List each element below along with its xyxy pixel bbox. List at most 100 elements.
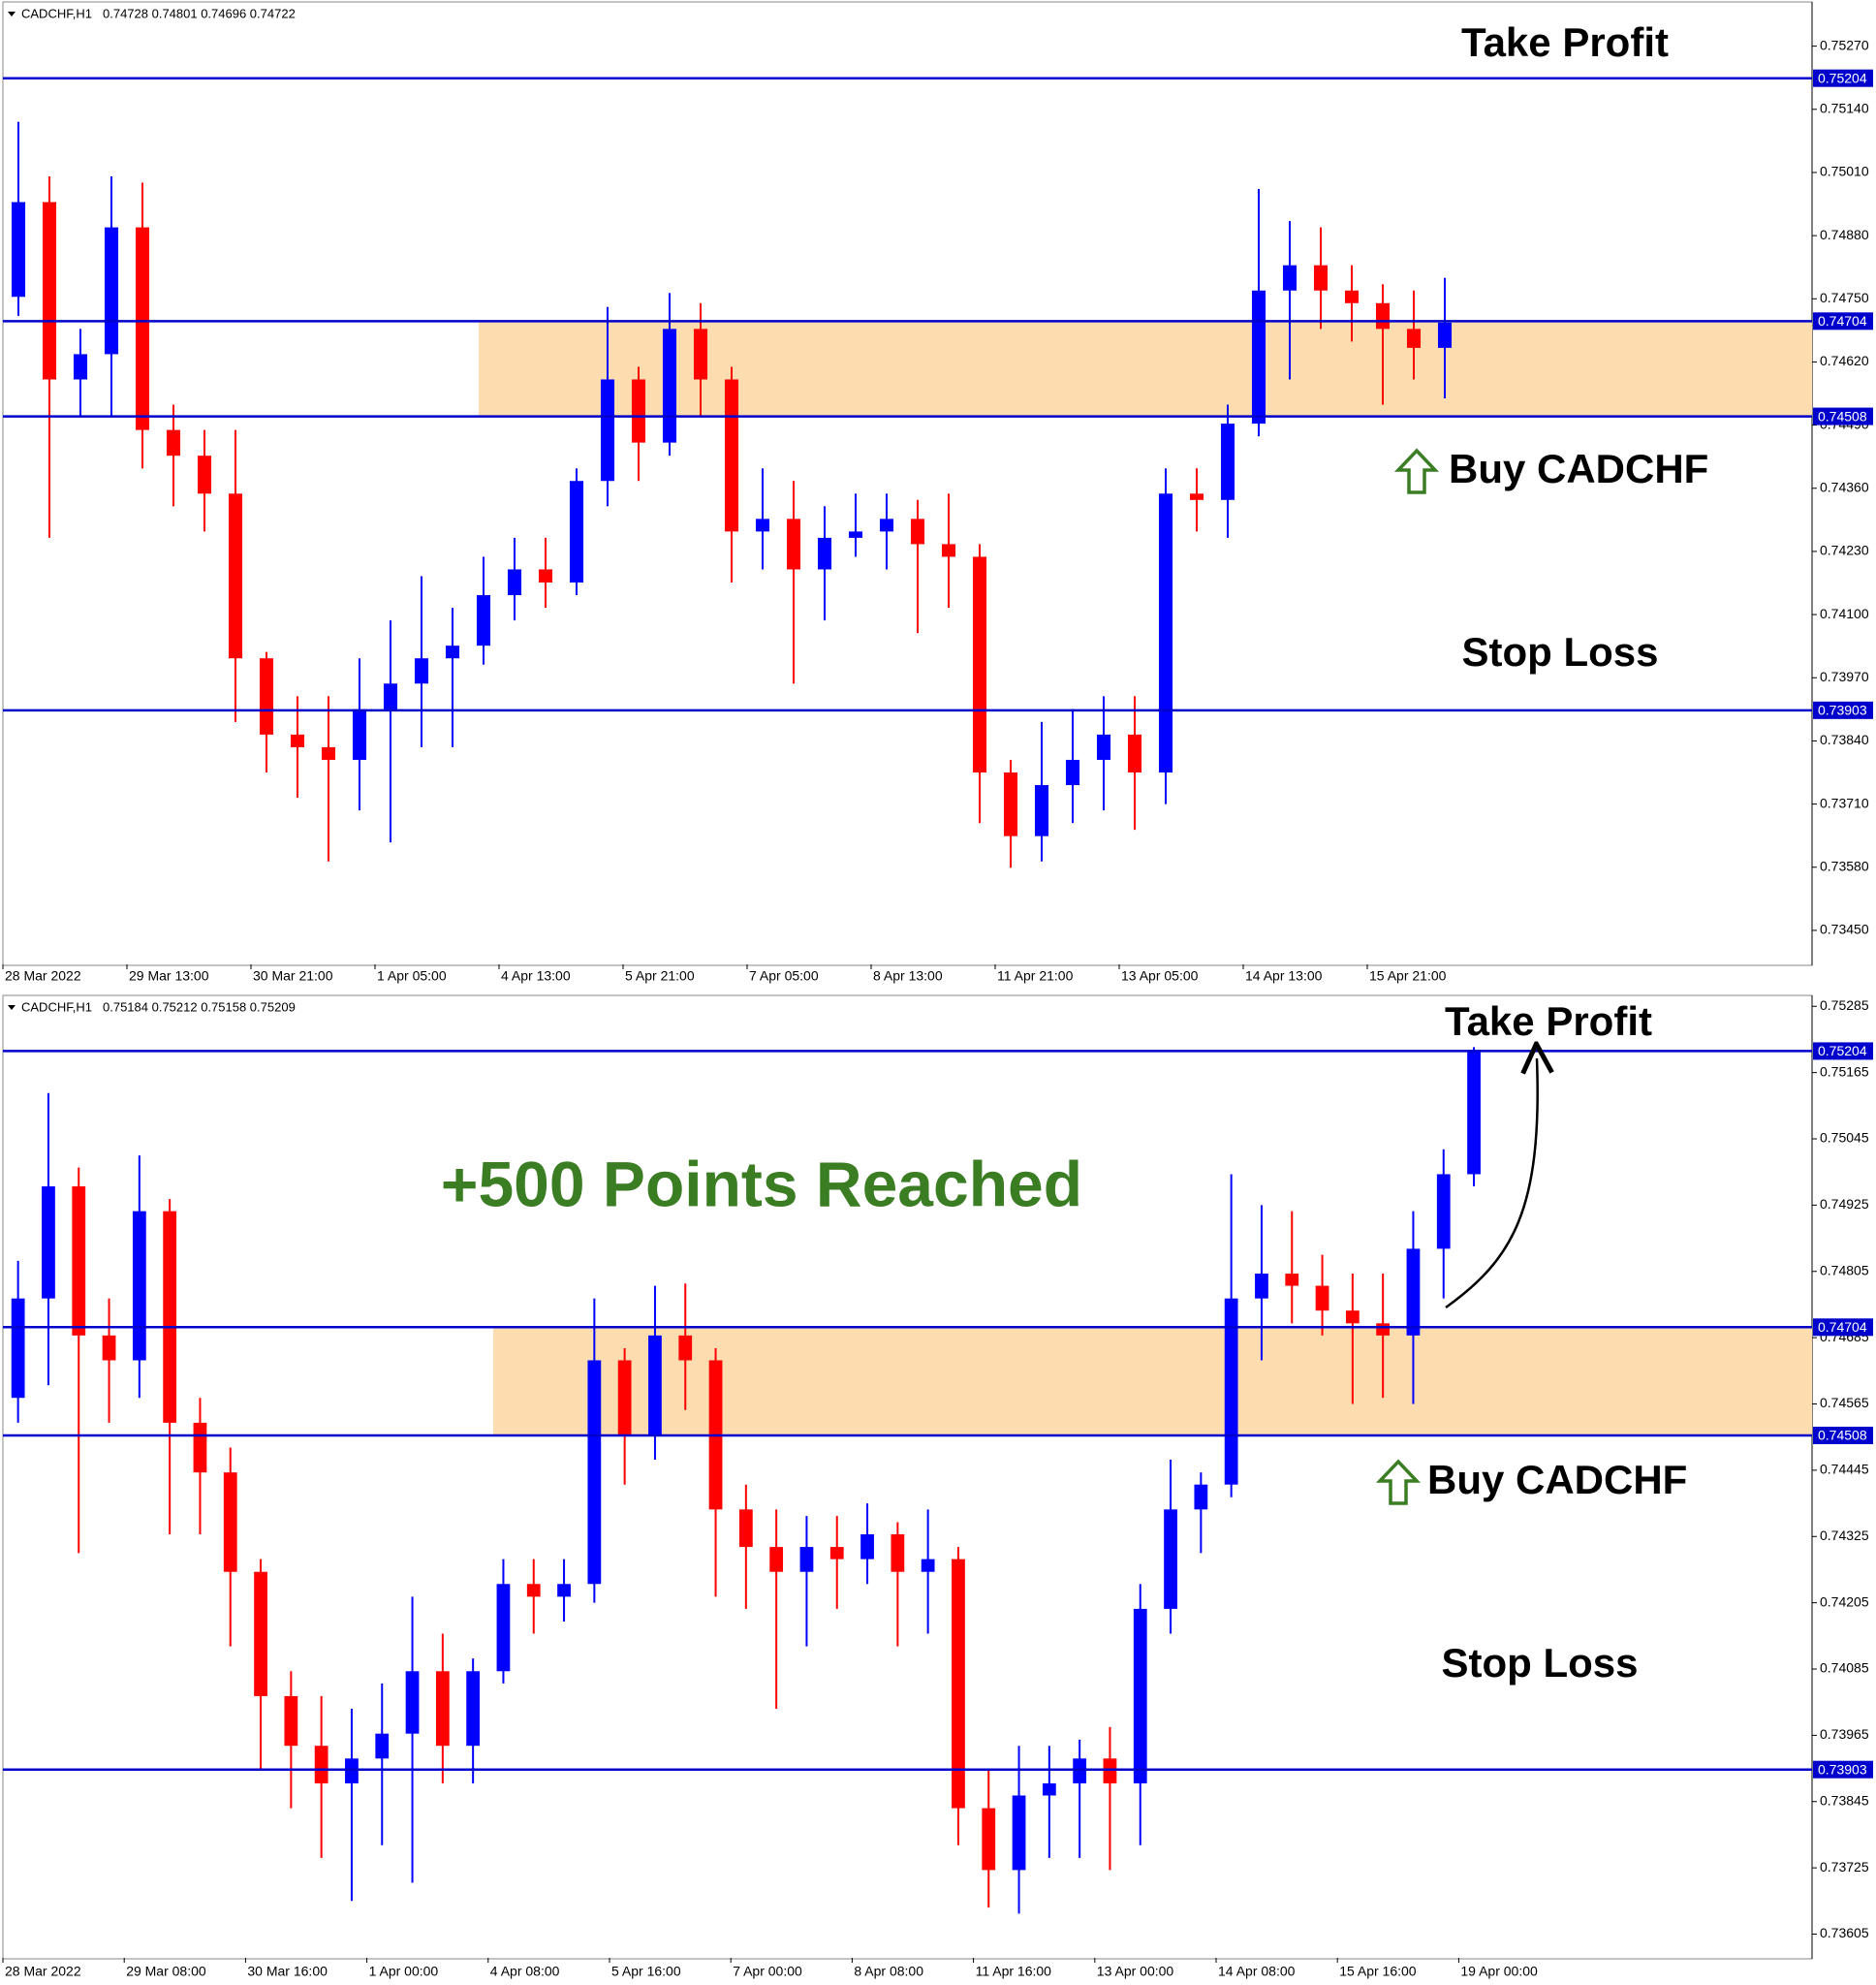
- candle-body: [1376, 1323, 1391, 1336]
- candle-body: [1467, 1050, 1481, 1175]
- candle-body: [1315, 1285, 1329, 1311]
- candle-body: [259, 658, 274, 735]
- y-tick-label: 0.73845: [1820, 1792, 1869, 1808]
- y-tick-label: 0.75285: [1820, 997, 1869, 1013]
- candle-body: [769, 1547, 784, 1572]
- x-tick-label: 30 Mar 21:00: [253, 968, 333, 984]
- menu-triangle: [8, 12, 16, 16]
- candle-body: [848, 531, 863, 538]
- candle-body: [1344, 290, 1360, 303]
- candle-body: [1251, 290, 1266, 425]
- x-tick-label: 5 Apr 21:00: [625, 968, 695, 984]
- candle-body: [952, 1559, 965, 1809]
- candle-body: [166, 429, 181, 457]
- y-tick-label: 0.74100: [1820, 606, 1869, 621]
- candle-body: [321, 746, 336, 760]
- candle-body: [445, 646, 460, 659]
- y-tick-label: 0.73450: [1820, 922, 1869, 937]
- candle-body: [1096, 734, 1111, 760]
- level-label: 0.75204: [1818, 70, 1867, 85]
- level-label-box: [1813, 407, 1873, 425]
- candle-body: [11, 1298, 25, 1399]
- level-label-box: [1813, 312, 1873, 331]
- candle-body: [526, 1584, 541, 1597]
- candle-body: [891, 1533, 905, 1572]
- level-label: 0.73903: [1818, 1761, 1867, 1777]
- candle-body: [1345, 1310, 1360, 1324]
- level-label: 0.75204: [1818, 1043, 1867, 1058]
- candle-body: [383, 683, 398, 709]
- candle-body: [1189, 493, 1204, 500]
- candle-body: [1042, 1782, 1056, 1796]
- y-tick-label: 0.74360: [1820, 479, 1869, 494]
- x-tick-label: 28 Mar 2022: [5, 1964, 81, 1979]
- candle-body: [197, 456, 212, 494]
- candle-body: [755, 519, 770, 532]
- quote: 0.74728 0.74801 0.74696 0.74722: [103, 6, 296, 20]
- quote: 0.75184 0.75212 0.75158 0.75209: [103, 999, 296, 1014]
- x-tick-label: 1 Apr 00:00: [369, 1964, 439, 1979]
- candle-body: [1034, 785, 1049, 836]
- symbol: CADCHF,H1: [21, 6, 92, 20]
- candle-body: [375, 1733, 390, 1759]
- candle-body: [1255, 1274, 1268, 1299]
- y-tick-label: 0.74445: [1820, 1462, 1869, 1477]
- candle-body: [1375, 302, 1391, 330]
- candle-body: [648, 1335, 662, 1435]
- candle-body: [435, 1671, 450, 1747]
- candle-body: [538, 569, 553, 583]
- candle-body: [982, 1808, 996, 1871]
- level-label-box: [1813, 1042, 1873, 1060]
- candle-body: [738, 1509, 753, 1548]
- x-tick-label: 5 Apr 16:00: [611, 1964, 681, 1979]
- x-tick-label: 7 Apr 05:00: [749, 968, 819, 984]
- y-tick-label: 0.75010: [1820, 164, 1869, 179]
- candle-body: [496, 1584, 511, 1672]
- candle-body: [617, 1360, 632, 1435]
- menu-triangle: [8, 1005, 16, 1010]
- candle-body: [314, 1746, 328, 1783]
- level-label-box: [1813, 1760, 1873, 1779]
- candle-body: [921, 1559, 935, 1572]
- candle-body: [693, 329, 708, 380]
- candle-body: [102, 1335, 116, 1361]
- x-tick-label: 28 Mar 2022: [5, 968, 81, 984]
- candle-body: [11, 202, 26, 298]
- candle-body: [254, 1571, 267, 1696]
- candle-body: [1164, 1509, 1177, 1609]
- candle-body: [724, 379, 739, 532]
- candle-body: [1103, 1758, 1117, 1783]
- candle-body: [135, 227, 150, 430]
- x-tick-label: 8 Apr 08:00: [854, 1964, 923, 1979]
- buy-arrow-icon: [1375, 1459, 1422, 1505]
- y-tick-label: 0.75045: [1820, 1130, 1869, 1146]
- x-tick-label: 14 Apr 08:00: [1218, 1964, 1296, 1979]
- x-tick-label: 14 Apr 13:00: [1245, 968, 1323, 984]
- y-tick-label: 0.74805: [1820, 1262, 1869, 1277]
- level-label: 0.74508: [1818, 408, 1867, 424]
- buy-arrow-icon: [1393, 448, 1440, 494]
- x-tick-label: 4 Apr 08:00: [490, 1964, 560, 1979]
- annotation: Stop Loss: [1441, 1640, 1638, 1686]
- candle-body: [1436, 1174, 1451, 1249]
- candle-body: [1285, 1274, 1299, 1286]
- y-tick-label: 0.73580: [1820, 858, 1869, 873]
- y-tick-label: 0.73840: [1820, 732, 1869, 747]
- x-tick-label: 29 Mar 13:00: [129, 968, 209, 984]
- y-tick-label: 0.74230: [1820, 543, 1869, 558]
- level-label: 0.73903: [1818, 703, 1867, 718]
- candle-body: [860, 1533, 874, 1560]
- candle-body: [228, 493, 243, 659]
- x-tick-label: 29 Mar 08:00: [126, 1964, 206, 1979]
- level-label-box: [1813, 1426, 1873, 1444]
- y-tick-label: 0.73965: [1820, 1726, 1869, 1742]
- y-tick-label: 0.74925: [1820, 1196, 1869, 1212]
- candle-body: [1224, 1298, 1238, 1485]
- y-tick-label: 0.75165: [1820, 1063, 1869, 1079]
- candle-body: [941, 544, 956, 557]
- candle-body: [345, 1758, 359, 1783]
- x-tick-label: 15 Apr 21:00: [1369, 968, 1447, 984]
- y-tick-label: 0.73970: [1820, 669, 1869, 684]
- annotation: Buy CADCHF: [1449, 446, 1708, 491]
